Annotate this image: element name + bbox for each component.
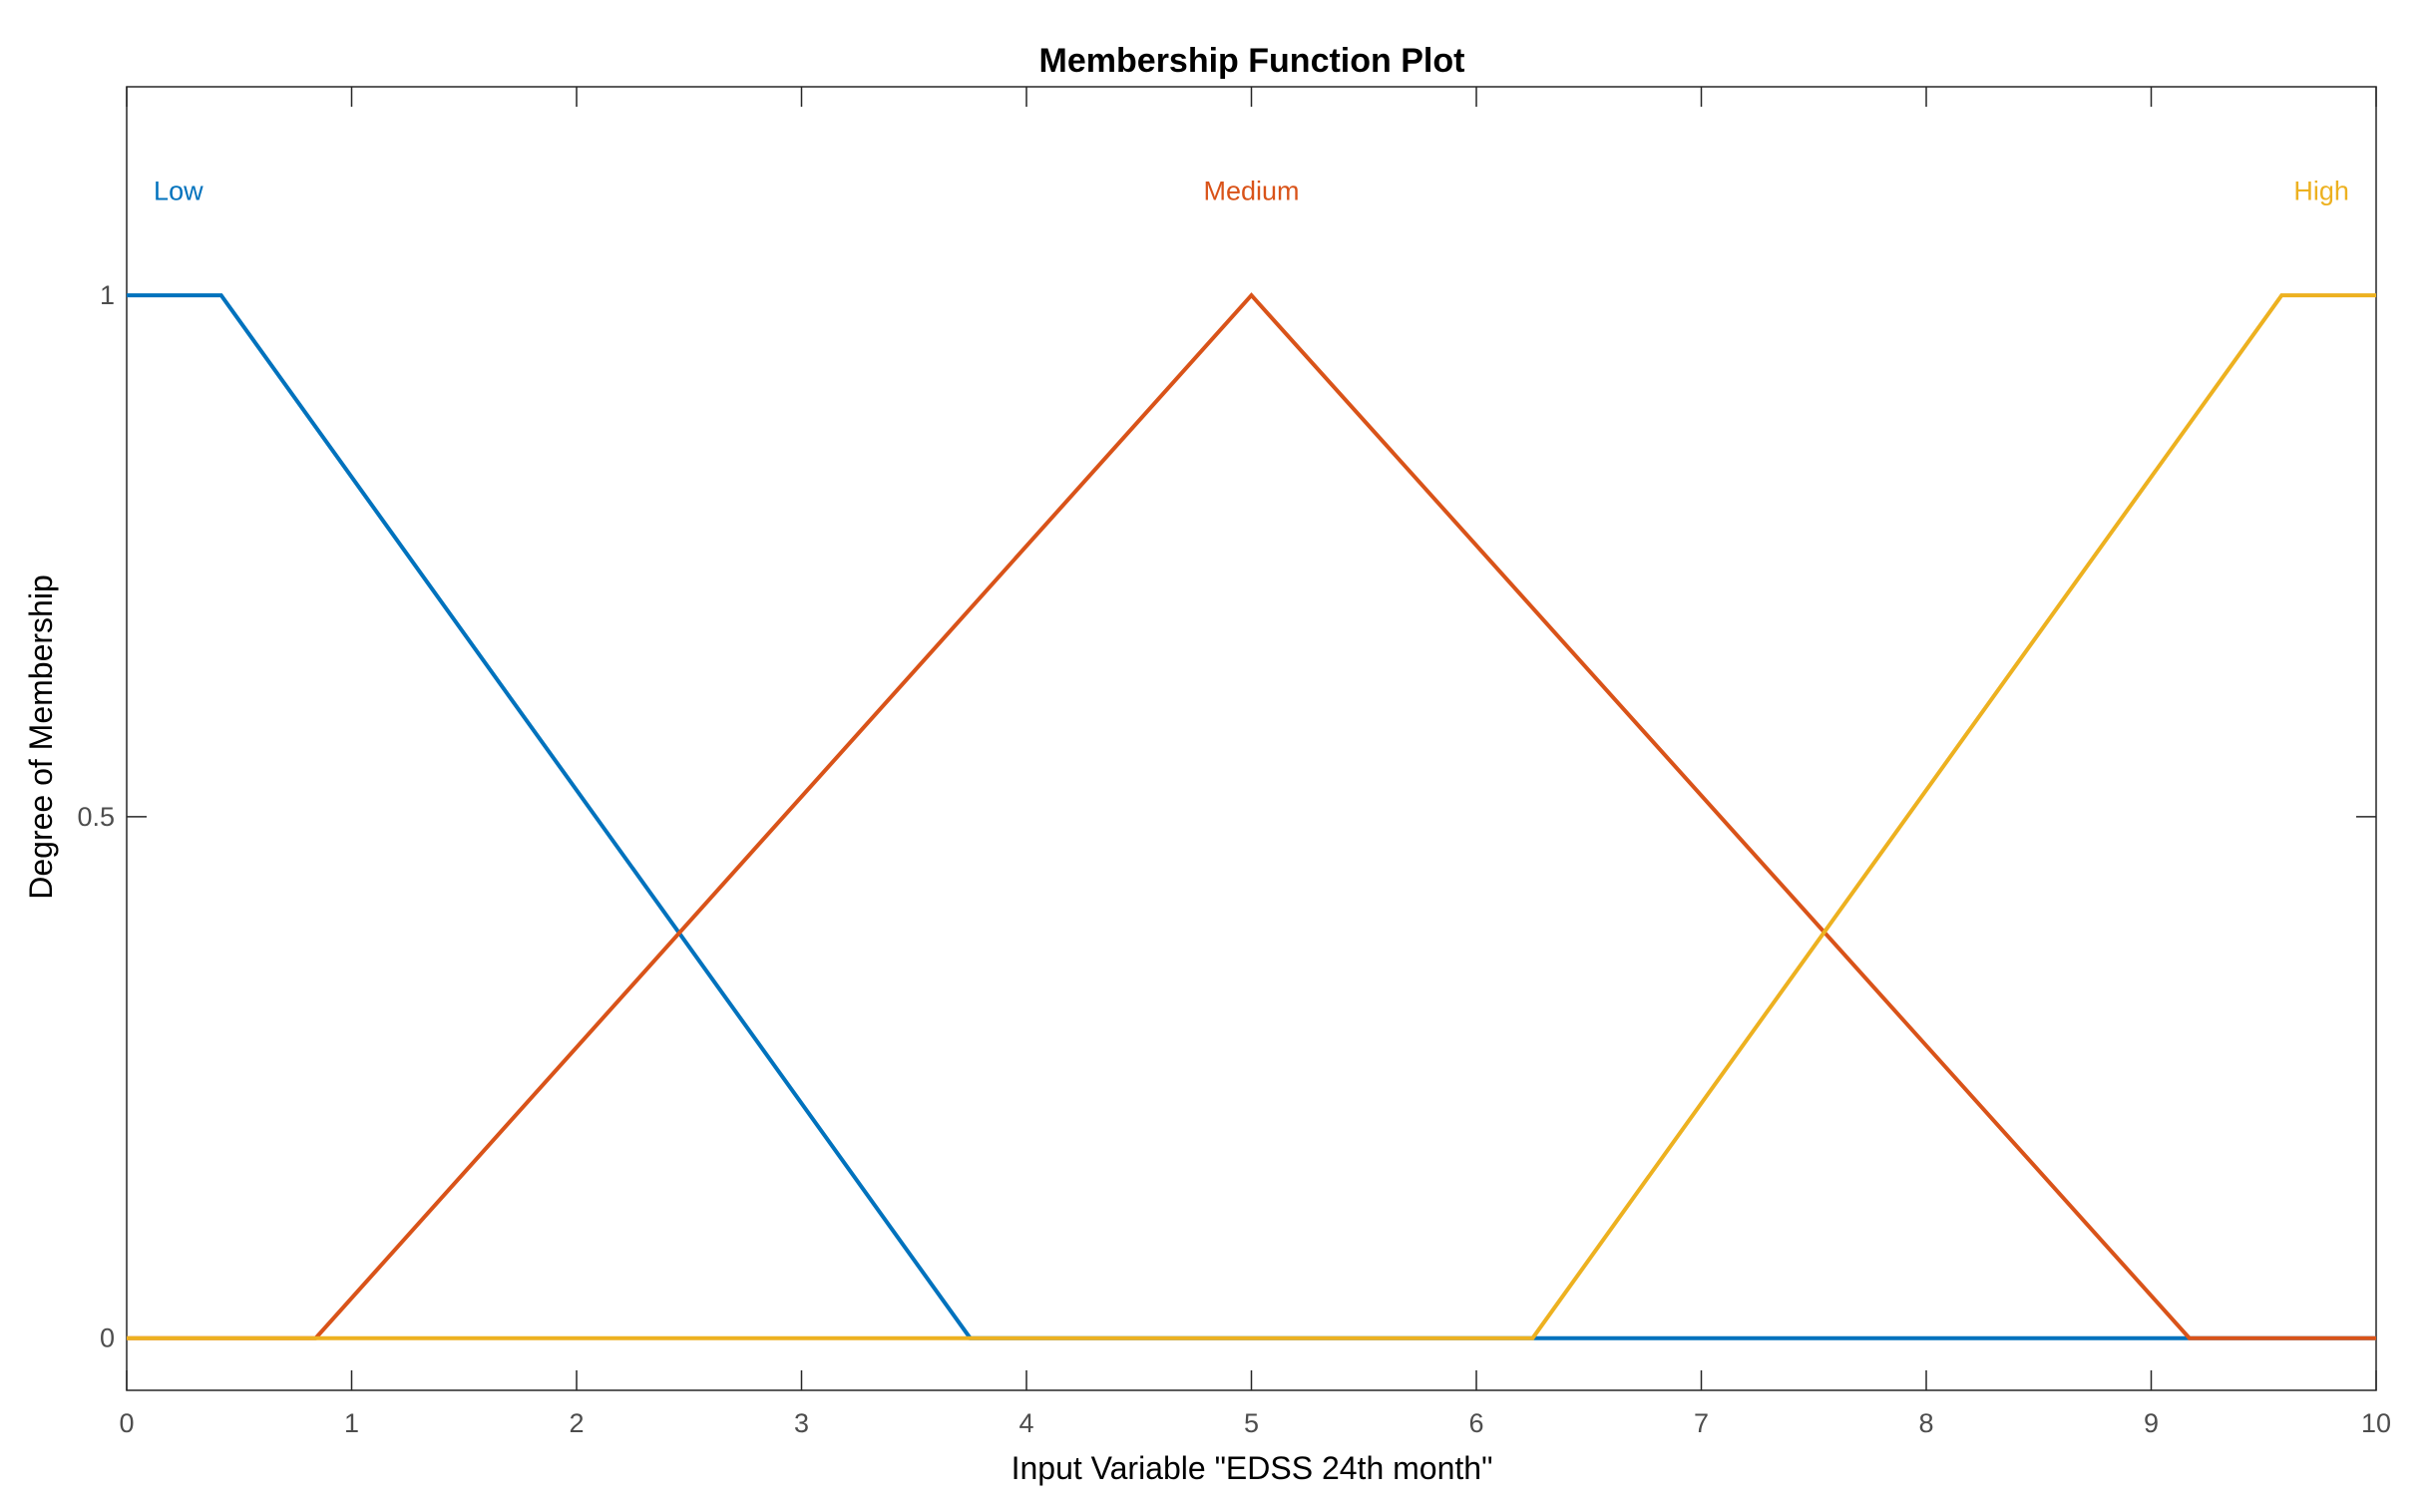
y-tick-label: 1 [100, 280, 115, 310]
plot-area: 0 1 2 3 4 5 6 7 8 9 10 0 0.5 1 Low Medium High [77, 86, 2391, 1438]
axes-box [126, 86, 2377, 1391]
x-tick-label: 8 [1918, 1408, 1933, 1438]
x-tick-label: 2 [569, 1408, 584, 1438]
series-line-low [127, 293, 2376, 1340]
x-tick-label: 9 [2144, 1408, 2159, 1438]
x-tick-label: 5 [1244, 1408, 1259, 1438]
series-line-high [127, 293, 2376, 1340]
x-tick-label: 4 [1018, 1408, 1033, 1438]
mf-label-high: High [2293, 177, 2349, 206]
x-tick-label: 3 [794, 1408, 809, 1438]
x-tick-label: 10 [2361, 1408, 2391, 1438]
x-tick-label: 1 [344, 1408, 359, 1438]
y-tick-label: 0 [100, 1323, 115, 1353]
x-tick-label: 6 [1468, 1408, 1483, 1438]
x-axis-title: Input Variable "EDSS 24th month" [1012, 1450, 1493, 1486]
y-tick-label: 0.5 [77, 802, 115, 832]
x-tick-label: 0 [119, 1408, 134, 1438]
chart-title: Membership Function Plot [1039, 42, 1465, 80]
mf-label-medium: Medium [1203, 177, 1299, 206]
mf-label-low: Low [154, 177, 203, 206]
y-axis-title: Degree of Membership [23, 574, 59, 899]
x-tick-label: 7 [1694, 1408, 1709, 1438]
